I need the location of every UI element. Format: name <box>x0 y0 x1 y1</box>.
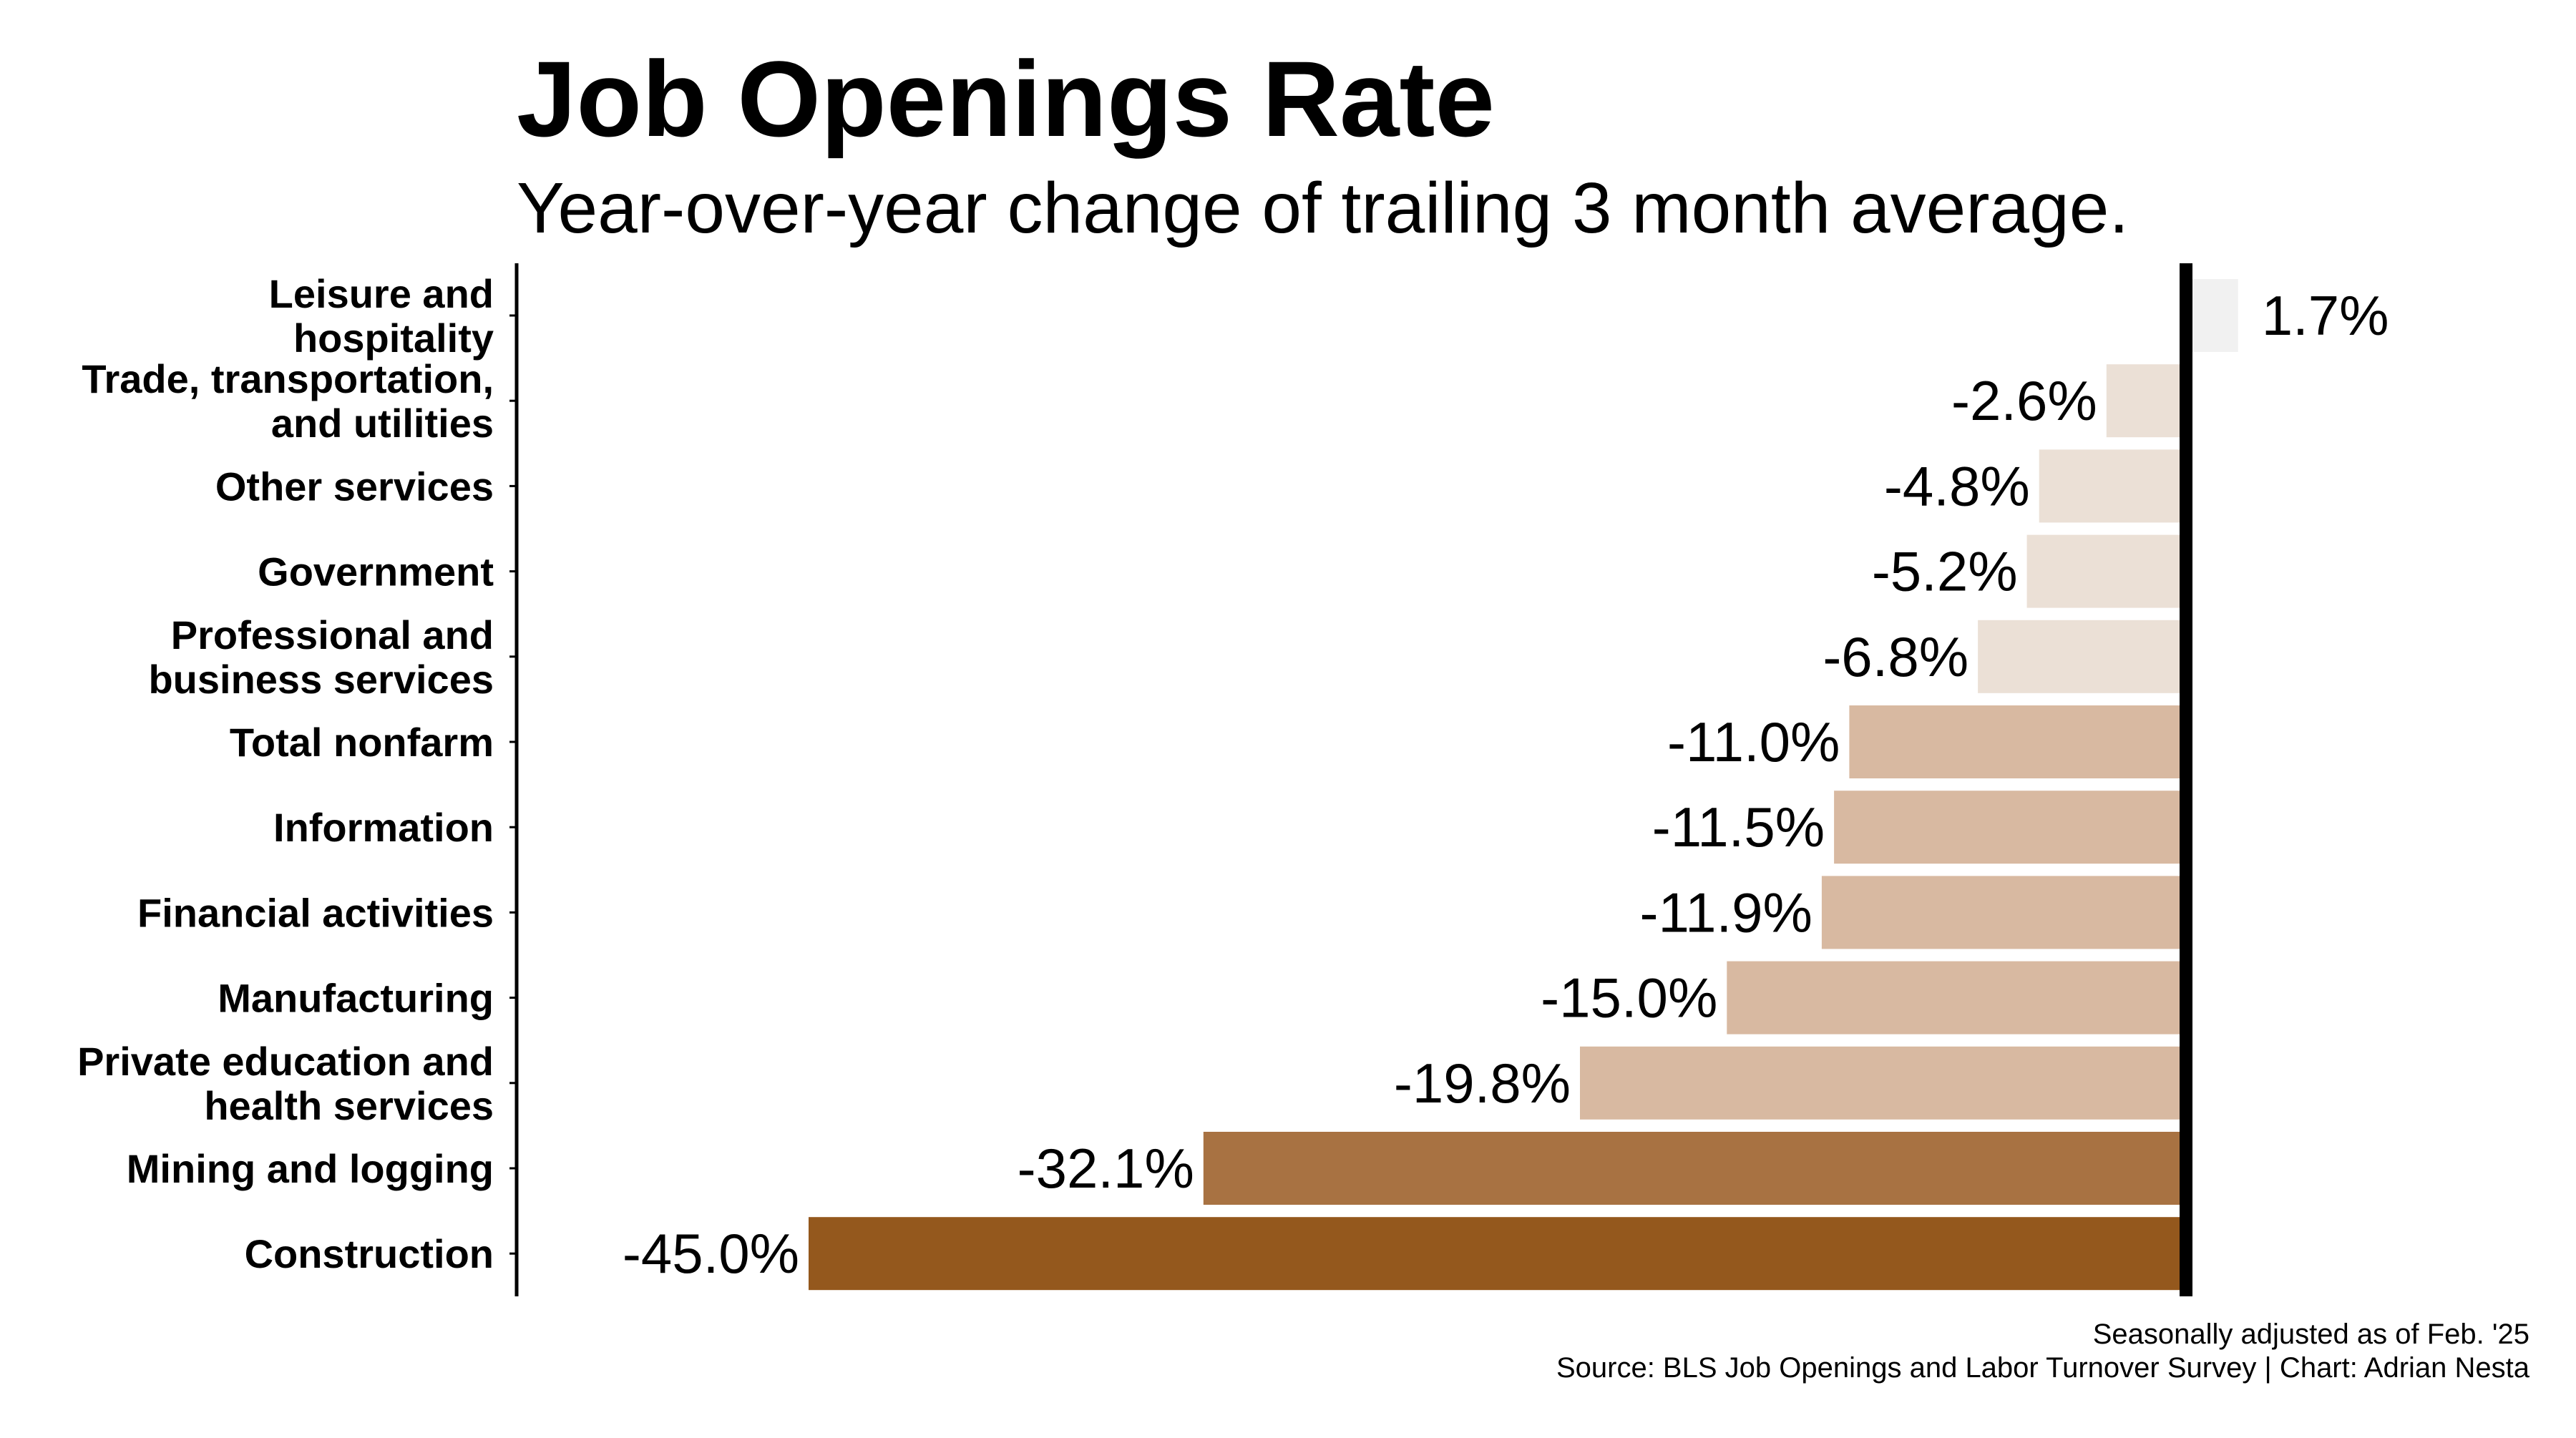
chart-title: Job Openings Rate <box>517 39 1495 159</box>
category-label: Trade, transportation, and utilities <box>82 356 494 446</box>
bar <box>809 1217 2186 1291</box>
category-label: Other services <box>215 464 494 509</box>
category-label-line: Information <box>273 805 494 850</box>
bar <box>1849 705 2186 778</box>
category-label-line: Professional and <box>171 612 494 657</box>
category-label-line: and utilities <box>271 401 494 446</box>
value-label: -11.0% <box>1667 710 1840 773</box>
category-label-line: Manufacturing <box>218 976 494 1021</box>
category-label-line: Other services <box>215 464 494 509</box>
category-label: Construction <box>245 1231 494 1276</box>
category-label: Mining and logging <box>127 1146 494 1191</box>
bar <box>1203 1132 2186 1205</box>
value-label: -2.6% <box>1951 369 2097 432</box>
category-label-line: Financial activities <box>137 890 494 935</box>
bar <box>2039 449 2186 523</box>
category-label-line: Construction <box>245 1231 494 1276</box>
value-label: 1.7% <box>2262 284 2389 347</box>
value-label: -45.0% <box>623 1222 799 1285</box>
value-label: -4.8% <box>1884 454 2030 517</box>
bar <box>1821 876 2186 949</box>
value-label: -5.2% <box>1872 540 2018 603</box>
bar <box>1978 620 2186 693</box>
bar <box>1580 1046 2186 1120</box>
category-label: Information <box>273 805 494 850</box>
bar <box>2106 364 2186 438</box>
category-label-line: business services <box>148 657 494 702</box>
category-label-line: Leisure and <box>269 271 494 316</box>
note-seasonal: Seasonally adjusted as of Feb. '25 <box>2093 1319 2529 1350</box>
category-label: Manufacturing <box>218 976 494 1021</box>
value-label: -32.1% <box>1018 1137 1194 1200</box>
category-label: Private education and health services <box>77 1039 494 1128</box>
category-label: Total nonfarm <box>230 720 494 765</box>
category-label-line: Trade, transportation, <box>82 356 494 401</box>
category-label: Professional and business services <box>148 612 494 702</box>
category-label-line: hospitality <box>293 316 494 361</box>
category-label-line: Private education and <box>77 1039 494 1084</box>
value-label: -6.8% <box>1823 625 1968 688</box>
value-label: -19.8% <box>1394 1052 1571 1115</box>
category-label-line: Mining and logging <box>127 1146 494 1191</box>
bar <box>1834 791 2186 864</box>
category-label-line: Total nonfarm <box>230 720 494 765</box>
bars-layer: 1.7% Leisure and hospitality -2.6% Trade, tr… <box>77 271 2389 1291</box>
value-label: -15.0% <box>1541 967 1717 1029</box>
chart-subtitle: Year-over-year change of trailing 3 mont… <box>517 168 2129 248</box>
value-label: -11.9% <box>1640 881 1813 944</box>
category-label-line: health services <box>204 1083 494 1128</box>
bar <box>2026 534 2186 608</box>
note-source: Source: BLS Job Openings and Labor Turno… <box>1556 1352 2530 1384</box>
bar <box>2186 279 2238 352</box>
category-label: Leisure and hospitality <box>269 271 494 361</box>
category-label: Government <box>258 549 494 595</box>
value-label: -11.5% <box>1652 796 1825 859</box>
bar <box>1727 961 2186 1035</box>
category-label-line: Government <box>258 549 494 595</box>
category-label: Financial activities <box>137 890 494 935</box>
